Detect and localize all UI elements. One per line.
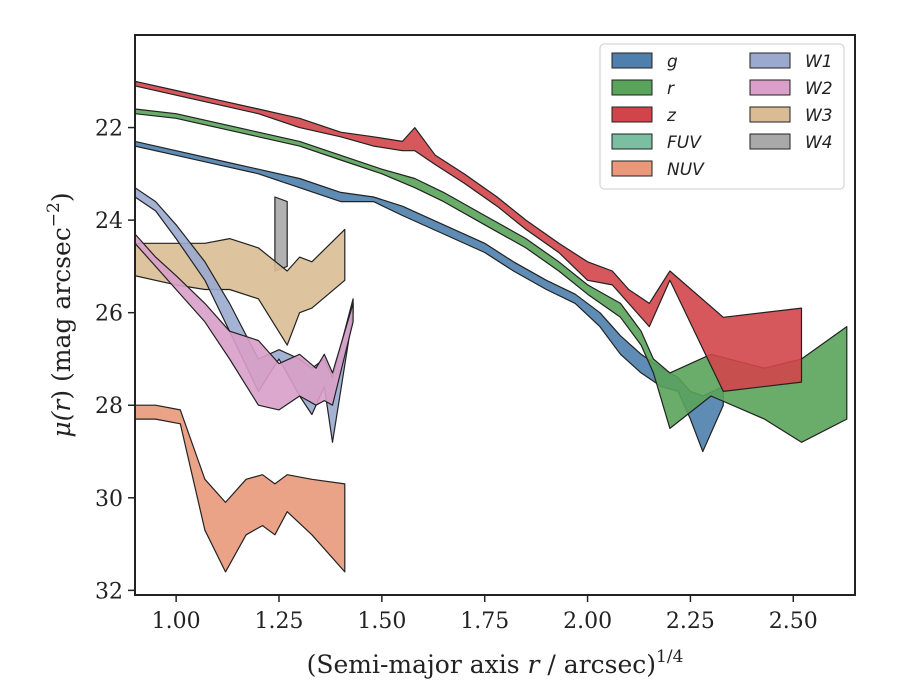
- band-r: [135, 108, 848, 443]
- legend-label-w1: W1: [805, 52, 833, 72]
- y-axis: 22 24 26 28 30 32: [95, 117, 135, 604]
- x-tick-label: 1.50: [357, 609, 406, 634]
- profile-bands: [135, 80, 848, 573]
- x-axis-label-sup: 1/4: [656, 647, 683, 667]
- legend-swatch-z: [611, 106, 653, 123]
- y-axis-label-mu: μ(: [47, 410, 76, 437]
- legend-swatch-r: [611, 79, 653, 96]
- legend-label-g: g: [667, 52, 678, 72]
- legend-label-w3: W3: [805, 106, 833, 126]
- x-axis-label-post: / arcsec): [539, 650, 656, 679]
- x-tick-label: 1.25: [255, 609, 304, 634]
- legend-swatch-fuv: [611, 133, 653, 150]
- band-w2: [135, 233, 354, 411]
- y-tick-label: 26: [95, 302, 123, 327]
- y-tick-label: 22: [95, 117, 123, 142]
- legend-label-fuv: FUV: [667, 133, 702, 153]
- legend-swatch-g: [611, 52, 653, 69]
- x-tick-label: 1.75: [460, 609, 509, 634]
- x-tick-label: 1.00: [152, 609, 201, 634]
- band-g: [135, 140, 724, 453]
- legend-label-nuv: NUV: [667, 160, 705, 180]
- band-z: [135, 80, 803, 392]
- x-axis-label: (Semi-major axis r / arcsec)1/4: [307, 647, 684, 679]
- y-axis-label: μ(r) (mag arcsec−2): [44, 192, 76, 437]
- legend-label-r: r: [667, 79, 675, 99]
- legend-swatch-w3: [749, 106, 791, 123]
- y-axis-label-close: ): [47, 192, 76, 202]
- legend-label-z: z: [666, 106, 677, 126]
- y-tick-label: 24: [95, 209, 123, 234]
- band-nuv: [135, 404, 346, 573]
- legend-label-w2: W2: [805, 79, 833, 99]
- y-axis-label-var: r: [47, 398, 76, 412]
- legend-swatch-nuv: [611, 160, 653, 177]
- x-tick-label: 2.00: [563, 609, 612, 634]
- x-axis-label-pre: (Semi-major axis: [307, 650, 528, 679]
- x-axis: 1.00 1.25 1.50 1.75 2.00 2.25 2.50: [152, 595, 818, 634]
- legend-swatch-w2: [749, 79, 791, 96]
- legend-swatch-w4: [749, 133, 791, 150]
- band-w1: [135, 187, 354, 443]
- y-tick-label: 32: [95, 579, 123, 604]
- y-tick-label: 28: [95, 394, 123, 419]
- y-axis-label-post: ) (mag arcsec: [47, 227, 76, 400]
- band-w4: [274, 196, 288, 272]
- x-tick-label: 2.50: [769, 609, 818, 634]
- legend: grz FUV NUV W1 W2 W3 W4: [599, 43, 845, 190]
- x-tick-label: 2.25: [666, 609, 715, 634]
- x-axis-label-var: r: [528, 650, 542, 679]
- legend-swatch-w1: [749, 52, 791, 69]
- band-w3: [135, 228, 346, 346]
- y-tick-label: 30: [95, 487, 123, 512]
- y-axis-label-sup: −2: [44, 202, 64, 227]
- plot-frame: [134, 34, 856, 596]
- legend-label-w4: W4: [805, 133, 833, 153]
